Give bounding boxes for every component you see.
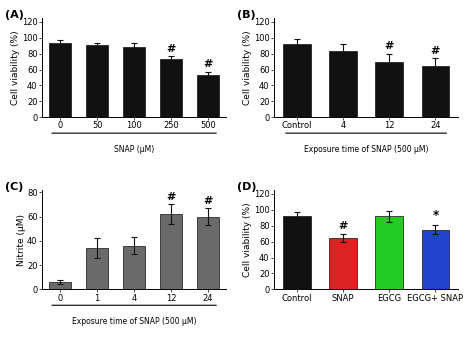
Bar [86, 248, 108, 289]
Bar [160, 59, 182, 117]
Text: (C): (C) [5, 182, 23, 192]
Text: #: # [338, 221, 348, 231]
Y-axis label: Cell viability (%): Cell viability (%) [11, 30, 20, 105]
Bar [197, 217, 219, 289]
Text: #: # [166, 44, 176, 53]
Text: #: # [166, 192, 176, 202]
Bar [49, 282, 71, 289]
Text: SNAP (μM): SNAP (μM) [114, 145, 154, 154]
Text: #: # [203, 195, 213, 206]
Bar [49, 43, 71, 117]
Bar [160, 214, 182, 289]
Bar [329, 238, 357, 289]
Bar [123, 246, 145, 289]
Text: #: # [431, 46, 440, 56]
Text: Exposure time of SNAP (500 μM): Exposure time of SNAP (500 μM) [72, 317, 196, 326]
Text: #: # [203, 59, 213, 69]
Y-axis label: Cell viability (%): Cell viability (%) [244, 30, 253, 105]
Text: *: * [432, 209, 438, 222]
Y-axis label: Nitrite (μM): Nitrite (μM) [17, 214, 26, 266]
Text: (B): (B) [237, 10, 255, 20]
Bar [421, 230, 449, 289]
Bar [123, 47, 145, 117]
Text: (D): (D) [237, 182, 256, 192]
Bar [197, 75, 219, 117]
Bar [421, 66, 449, 117]
Text: (A): (A) [5, 10, 24, 20]
Bar [283, 216, 310, 289]
Bar [283, 44, 310, 117]
Bar [375, 216, 403, 289]
Text: Exposure time of SNAP (500 μM): Exposure time of SNAP (500 μM) [304, 145, 428, 154]
Text: #: # [384, 41, 394, 51]
Y-axis label: Cell viability (%): Cell viability (%) [244, 202, 253, 277]
Bar [86, 45, 108, 117]
Bar [375, 62, 403, 117]
Bar [329, 51, 357, 117]
